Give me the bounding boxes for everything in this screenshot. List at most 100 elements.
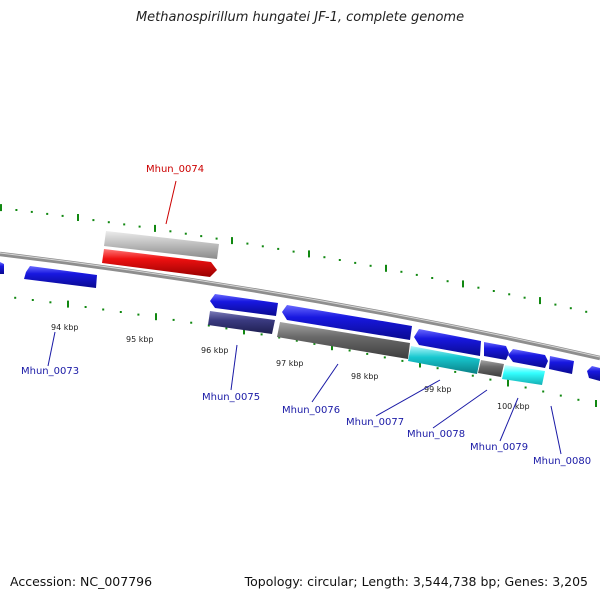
outer-minor-tick xyxy=(585,310,588,313)
outer-major-tick xyxy=(385,264,387,272)
label-mhun-0076[interactable]: Mhun_0076 xyxy=(282,405,340,416)
outer-minor-tick xyxy=(400,270,403,273)
inner-major-tick xyxy=(507,379,509,387)
outer-minor-tick xyxy=(138,225,141,228)
outer-minor-tick xyxy=(569,307,572,310)
outer-major-tick xyxy=(539,297,541,305)
gene-0080-cds[interactable] xyxy=(549,356,574,374)
gene-0076-other-feature[interactable] xyxy=(277,322,410,359)
outer-minor-tick xyxy=(123,223,126,226)
inner-minor-tick xyxy=(260,333,263,336)
outer-minor-tick xyxy=(61,214,64,217)
scale-label: 96 kbp xyxy=(201,346,229,355)
outer-minor-tick xyxy=(277,247,280,250)
outer-minor-tick xyxy=(523,296,526,299)
gene-0079-other-feature[interactable] xyxy=(502,365,545,385)
outer-minor-tick xyxy=(46,212,49,215)
outer-minor-tick xyxy=(415,273,418,276)
inner-minor-tick xyxy=(278,336,281,339)
gene-0077-other-feature[interactable] xyxy=(408,346,480,374)
inner-minor-tick xyxy=(524,386,527,389)
inner-minor-tick xyxy=(366,352,369,355)
outer-minor-tick xyxy=(431,277,434,279)
label-mhun-0079[interactable]: Mhun_0079 xyxy=(470,442,528,453)
label-mhun-0077[interactable]: Mhun_0077 xyxy=(346,417,404,428)
gene-0073-cds[interactable] xyxy=(24,266,97,288)
inner-major-tick xyxy=(595,400,597,407)
outer-minor-tick xyxy=(354,261,357,264)
inner-minor-tick xyxy=(542,390,545,393)
inner-minor-tick xyxy=(84,306,87,308)
scale-label: 99 kbp xyxy=(424,385,452,394)
label-mhun-0080[interactable]: Mhun_0080 xyxy=(533,456,591,467)
inner-major-tick xyxy=(331,343,333,351)
label-mhun-0074[interactable]: Mhun_0074 xyxy=(146,164,204,175)
label-mhun-0075[interactable]: Mhun_0075 xyxy=(202,392,260,403)
scale-label: 100 kbp xyxy=(497,402,530,411)
outer-minor-tick xyxy=(92,219,95,222)
gene-0078-other-feature[interactable] xyxy=(478,360,504,377)
leader-line-0073 xyxy=(47,331,56,367)
outer-minor-tick xyxy=(492,290,495,292)
outer-minor-tick xyxy=(107,221,110,224)
gene-0074-other-feature[interactable] xyxy=(104,231,219,259)
leader-lines xyxy=(47,180,562,455)
inner-minor-tick xyxy=(436,367,439,370)
accession-text: Accession: NC_007796 xyxy=(10,574,153,589)
inner-minor-tick xyxy=(14,296,17,299)
gene-0074-cds-highlighted[interactable] xyxy=(102,249,217,277)
outer-minor-tick xyxy=(215,237,218,240)
outer-minor-tick xyxy=(15,209,18,211)
leader-line-0076 xyxy=(311,363,339,403)
outer-major-tick xyxy=(0,204,2,212)
inner-minor-tick xyxy=(471,374,474,377)
label-mhun-0078[interactable]: Mhun_0078 xyxy=(407,429,465,440)
gene-0079-cds[interactable] xyxy=(508,349,548,368)
scale-labels: 94 kbp 95 kbp 96 kbp 97 kbp 98 kbp 99 kbp 100 … xyxy=(51,323,530,411)
outer-minor-tick xyxy=(554,303,557,306)
leader-line-0075 xyxy=(230,344,238,391)
outer-major-tick xyxy=(77,214,79,221)
gene-0078-cds[interactable] xyxy=(484,342,509,360)
outer-major-tick xyxy=(231,237,233,245)
genome-summary: Topology: circular; Length: 3,544,738 bp… xyxy=(244,574,588,589)
outer-minor-tick xyxy=(200,235,203,238)
inner-minor-tick xyxy=(225,327,228,330)
inner-minor-tick xyxy=(313,342,316,345)
inner-major-tick xyxy=(243,327,245,335)
outer-tick-row xyxy=(0,204,588,313)
scale-label: 94 kbp xyxy=(51,323,79,332)
inner-minor-tick xyxy=(190,321,193,324)
gene-0075-other-feature[interactable] xyxy=(208,311,275,334)
outer-major-tick xyxy=(154,224,156,232)
gene-0075-cds[interactable] xyxy=(210,294,278,316)
gene-0077-cds[interactable] xyxy=(414,329,481,356)
gene-0076-cds[interactable] xyxy=(282,305,412,340)
gene-0081-cds-partial[interactable] xyxy=(587,366,600,381)
label-mhun-0073[interactable]: Mhun_0073 xyxy=(21,366,79,377)
leader-line-0077 xyxy=(375,379,441,417)
inner-minor-tick xyxy=(454,370,457,373)
outer-minor-tick xyxy=(30,210,33,213)
inner-minor-tick xyxy=(295,339,298,342)
inner-major-tick xyxy=(67,300,69,308)
inner-minor-tick xyxy=(49,301,52,304)
leader-line-0078 xyxy=(432,389,488,429)
outer-minor-tick xyxy=(261,245,264,248)
inner-minor-tick xyxy=(31,299,34,301)
outer-minor-tick xyxy=(369,264,372,267)
outer-minor-tick xyxy=(338,259,341,261)
genome-backbone-highlight xyxy=(0,252,600,358)
genome-backbone xyxy=(0,251,600,361)
outer-major-tick xyxy=(308,250,310,258)
outer-minor-tick xyxy=(477,286,480,289)
inner-minor-tick xyxy=(401,359,404,362)
inner-minor-tick xyxy=(559,394,562,397)
inner-minor-tick xyxy=(172,318,175,321)
gene-0072-cds-partial[interactable] xyxy=(0,262,4,274)
inner-major-tick xyxy=(155,313,157,321)
inner-minor-tick xyxy=(119,311,122,313)
scale-label: 98 kbp xyxy=(351,372,379,381)
outer-minor-tick xyxy=(508,293,511,296)
